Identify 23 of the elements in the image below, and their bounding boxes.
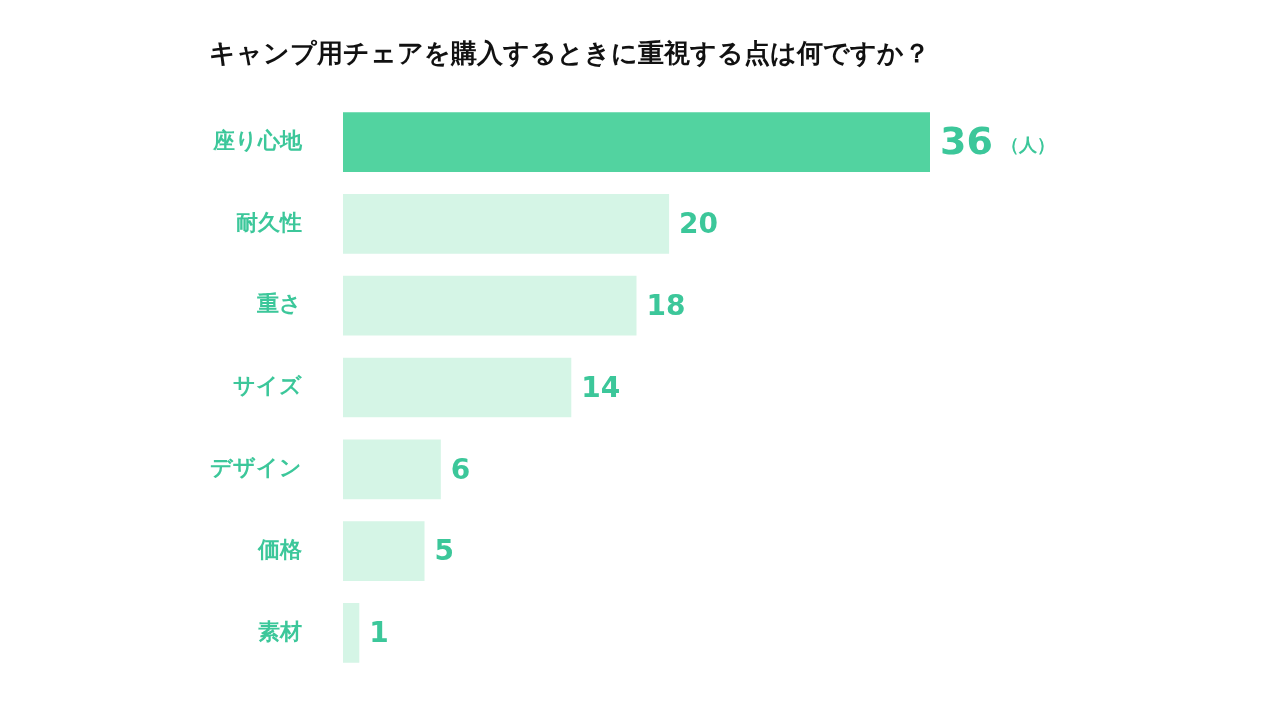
bar (343, 357, 572, 418)
bar (343, 439, 441, 500)
y-tick-label: 耐久性 (236, 209, 302, 235)
y-tick-label: 素材 (258, 618, 302, 644)
data-label: 5 (434, 534, 455, 568)
y-tick-label: サイズ (233, 373, 302, 399)
data-label: 14 (581, 370, 621, 404)
bar (343, 275, 637, 336)
data-label: 36 (940, 118, 993, 163)
y-tick-label: 重さ (256, 291, 302, 317)
y-tick-label: 価格 (257, 536, 303, 562)
data-label: 20 (679, 207, 719, 241)
chart-title: キャンプ用チェアを購入するときに重視する点は何ですか？ (209, 38, 930, 69)
data-label: 18 (646, 288, 686, 322)
bar (343, 603, 360, 663)
bar (343, 194, 670, 254)
y-tick-label: 座り心地 (212, 127, 303, 153)
y-tick-label: デザイン (210, 455, 302, 481)
data-label: 1 (369, 616, 389, 650)
bar (343, 521, 425, 581)
text: （人） (1000, 133, 1055, 155)
bar (343, 112, 930, 172)
data-label: 6 (450, 452, 471, 486)
